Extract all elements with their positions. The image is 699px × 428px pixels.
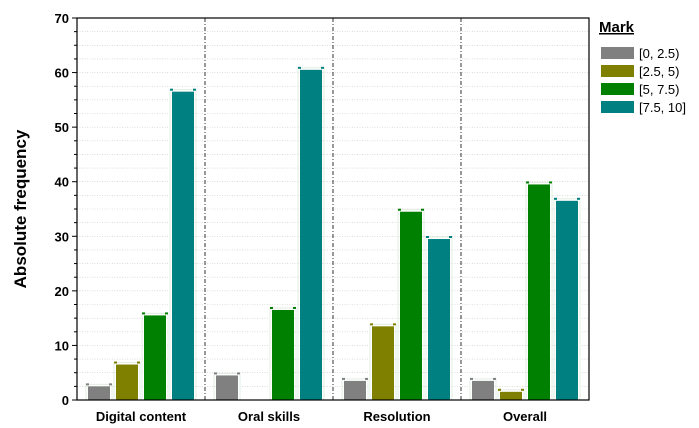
bar bbox=[472, 380, 494, 400]
bar bbox=[500, 391, 522, 400]
legend-label: [7.5, 10] bbox=[639, 100, 686, 115]
y-tick-label: 30 bbox=[55, 229, 69, 244]
bar bbox=[272, 309, 294, 400]
x-tick-label: Resolution bbox=[363, 409, 430, 424]
y-tick-label: 70 bbox=[55, 11, 69, 26]
bar bbox=[372, 326, 394, 400]
legend-label: [2.5, 5) bbox=[639, 64, 679, 79]
x-tick-label: Digital content bbox=[96, 409, 187, 424]
legend: Mark [0, 2.5) [2.5, 5) [5, 7.5) [7.5, 10] bbox=[599, 19, 686, 115]
legend-swatch bbox=[601, 47, 634, 59]
bar bbox=[116, 364, 138, 400]
y-tick-label: 0 bbox=[62, 393, 69, 408]
legend-swatch bbox=[601, 101, 634, 113]
bar bbox=[400, 211, 422, 400]
bar bbox=[344, 380, 366, 400]
x-axis: Digital content Oral skills Resolution Over… bbox=[96, 409, 547, 424]
category-dividers bbox=[204, 18, 462, 400]
y-axis-label: Absolute frequency bbox=[11, 129, 30, 288]
x-tick-label: Overall bbox=[503, 409, 547, 424]
y-tick-label: 50 bbox=[55, 120, 69, 135]
y-tick-label: 10 bbox=[55, 338, 69, 353]
bar bbox=[528, 184, 550, 400]
bar bbox=[88, 386, 110, 400]
bar bbox=[144, 315, 166, 400]
x-tick-label: Oral skills bbox=[238, 409, 300, 424]
legend-label: [0, 2.5) bbox=[639, 46, 679, 61]
legend-label: [5, 7.5) bbox=[639, 82, 679, 97]
legend-swatch bbox=[601, 65, 634, 77]
bar bbox=[172, 91, 194, 401]
y-tick-label: 60 bbox=[55, 66, 69, 81]
bar bbox=[428, 239, 450, 400]
bar bbox=[300, 69, 322, 400]
y-axis: 0 10 20 30 40 50 60 70 bbox=[55, 11, 77, 408]
y-tick-label: 40 bbox=[55, 175, 69, 190]
bar bbox=[216, 375, 238, 400]
legend-title: Mark bbox=[599, 19, 635, 36]
bar bbox=[556, 200, 578, 400]
legend-swatch bbox=[601, 83, 634, 95]
y-tick-label: 20 bbox=[55, 284, 69, 299]
